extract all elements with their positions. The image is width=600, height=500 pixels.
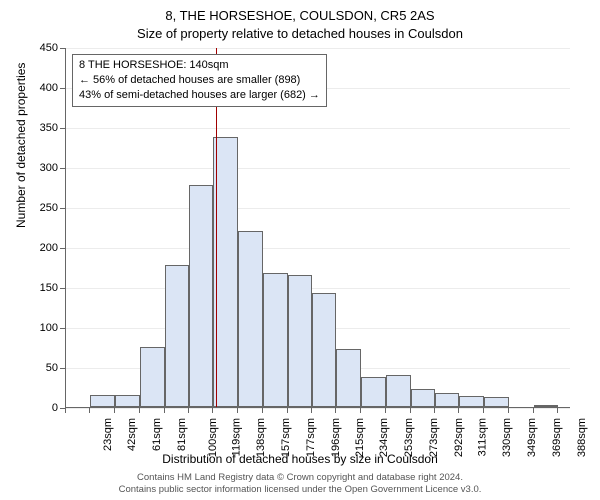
ytick-mark (60, 128, 65, 129)
histogram-bar (459, 396, 483, 407)
ytick-label: 100 (18, 322, 58, 334)
histogram-bar (288, 275, 312, 407)
chart-footer: Contains HM Land Registry data © Crown c… (0, 472, 600, 496)
xtick-label: 215sqm (354, 418, 366, 457)
xtick-label: 311sqm (476, 418, 488, 456)
gridline (66, 248, 570, 249)
ytick-label: 400 (18, 82, 58, 94)
xtick-mark (188, 408, 189, 413)
xtick-mark (335, 408, 336, 413)
chart-title-sub: Size of property relative to detached ho… (0, 26, 600, 41)
chart-title-main: 8, THE HORSESHOE, COULSDON, CR5 2AS (0, 8, 600, 23)
xtick-mark (557, 408, 558, 413)
ytick-mark (60, 248, 65, 249)
xtick-label: 234sqm (379, 418, 391, 457)
ytick-mark (60, 208, 65, 209)
histogram-bar (435, 393, 459, 407)
xtick-mark (65, 408, 66, 413)
xtick-label: 349sqm (526, 418, 538, 457)
xtick-label: 23sqm (102, 418, 114, 451)
xtick-label: 100sqm (207, 418, 219, 457)
xtick-mark (237, 408, 238, 413)
ytick-mark (60, 368, 65, 369)
histogram-bar (411, 389, 435, 407)
xtick-label: 273sqm (429, 418, 441, 457)
ytick-label: 300 (18, 162, 58, 174)
gridline (66, 128, 570, 129)
ytick-mark (60, 88, 65, 89)
histogram-bar (484, 397, 510, 407)
ytick-label: 200 (18, 242, 58, 254)
ytick-label: 250 (18, 202, 58, 214)
histogram-bar (140, 347, 164, 407)
ytick-mark (60, 48, 65, 49)
xtick-label: 157sqm (280, 418, 292, 457)
xtick-mark (410, 408, 411, 413)
annotation-line-3: 43% of semi-detached houses are larger (… (79, 88, 320, 103)
xtick-mark (139, 408, 140, 413)
histogram-bar (165, 265, 189, 407)
xtick-mark (287, 408, 288, 413)
gridline (66, 48, 570, 49)
gridline (66, 408, 570, 409)
ytick-label: 50 (18, 362, 58, 374)
ytick-mark (60, 288, 65, 289)
xtick-mark (114, 408, 115, 413)
histogram-chart: 8, THE HORSESHOE, COULSDON, CR5 2AS Size… (0, 0, 600, 500)
histogram-bar (386, 375, 410, 407)
histogram-bar (361, 377, 387, 407)
histogram-bar (312, 293, 336, 407)
xtick-label: 196sqm (330, 418, 342, 457)
gridline (66, 288, 570, 289)
xtick-label: 330sqm (502, 418, 514, 457)
footer-line-2: Contains public sector information licen… (0, 484, 600, 496)
annotation-line-2: ← 56% of detached houses are smaller (89… (79, 73, 320, 88)
xtick-label: 369sqm (552, 418, 564, 457)
ytick-label: 350 (18, 122, 58, 134)
xtick-mark (385, 408, 386, 413)
gridline (66, 208, 570, 209)
histogram-bar (90, 395, 114, 407)
histogram-bar (336, 349, 360, 407)
xtick-mark (164, 408, 165, 413)
xtick-label: 253sqm (403, 418, 415, 457)
ytick-mark (60, 168, 65, 169)
xtick-mark (483, 408, 484, 413)
xtick-label: 81sqm (176, 418, 188, 451)
histogram-bar (189, 185, 213, 407)
histogram-bar (213, 137, 237, 407)
plot-area: 8 THE HORSESHOE: 140sqm ← 56% of detache… (65, 48, 570, 408)
histogram-bar (263, 273, 287, 407)
xtick-mark (360, 408, 361, 413)
ytick-mark (60, 328, 65, 329)
footer-line-1: Contains HM Land Registry data © Crown c… (0, 472, 600, 484)
xtick-label: 61sqm (151, 418, 163, 451)
xtick-label: 177sqm (306, 418, 318, 457)
xtick-mark (458, 408, 459, 413)
xtick-mark (212, 408, 213, 413)
xtick-mark (508, 408, 509, 413)
xtick-label: 42sqm (126, 418, 138, 451)
xtick-mark (434, 408, 435, 413)
annotation-box: 8 THE HORSESHOE: 140sqm ← 56% of detache… (72, 54, 327, 107)
histogram-bar (115, 395, 141, 407)
xtick-mark (262, 408, 263, 413)
ytick-label: 150 (18, 282, 58, 294)
xtick-label: 119sqm (230, 418, 242, 456)
xtick-label: 388sqm (576, 418, 588, 457)
ytick-label: 450 (18, 42, 58, 54)
histogram-bar (238, 231, 264, 407)
xtick-mark (533, 408, 534, 413)
ytick-label: 0 (18, 402, 58, 414)
gridline (66, 168, 570, 169)
annotation-line-1: 8 THE HORSESHOE: 140sqm (79, 58, 320, 73)
histogram-bar (534, 405, 558, 407)
xtick-label: 292sqm (453, 418, 465, 457)
xtick-label: 138sqm (256, 418, 268, 457)
xtick-mark (89, 408, 90, 413)
xtick-mark (311, 408, 312, 413)
